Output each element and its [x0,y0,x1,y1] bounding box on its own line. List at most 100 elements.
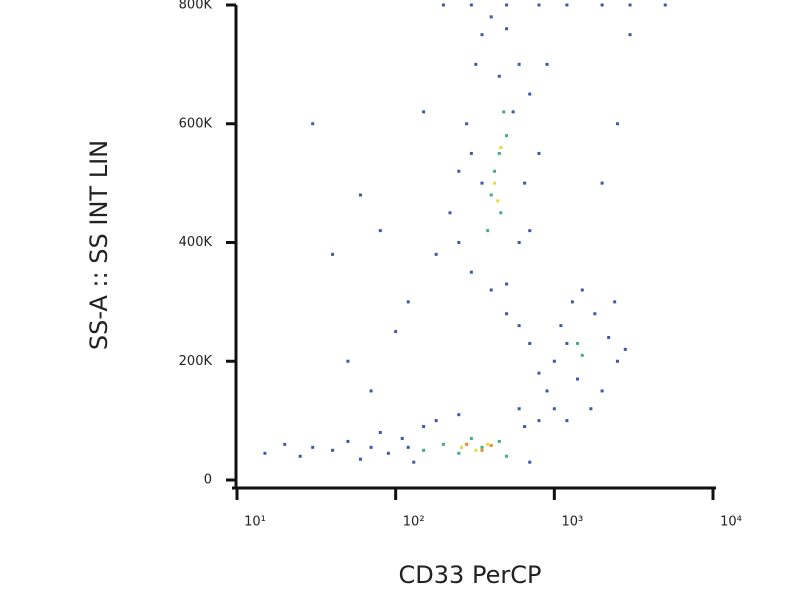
point [412,460,416,464]
point [434,419,438,423]
point [600,3,604,7]
point [537,151,541,155]
point [480,445,484,449]
y-tick-label: 200K [179,354,213,369]
point [441,442,445,446]
point [570,300,574,304]
point [545,389,549,393]
y-axis-label: SS-A :: SS INT LIN [85,140,113,350]
point [489,444,493,448]
point [469,151,473,155]
point [589,407,593,411]
point [552,407,556,411]
point [505,282,509,286]
point [346,359,350,363]
point [502,110,506,114]
point [486,442,490,446]
point [523,181,527,185]
point [505,312,509,316]
point [537,371,541,375]
point [576,341,580,345]
point [499,146,503,149]
point [497,74,501,78]
y-tick-label: 0 [204,473,212,488]
point [469,3,473,7]
point [528,92,532,96]
point [406,445,410,449]
point [613,300,617,304]
point [283,442,287,446]
point [465,122,469,126]
point [623,347,627,351]
point [497,439,501,443]
point [480,448,484,452]
x-tick-label: 10¹ [244,515,266,530]
point [369,445,373,449]
point [457,413,461,417]
point [523,425,527,429]
point [559,324,563,328]
point [517,407,521,411]
point [505,3,509,7]
point [517,241,521,244]
point [400,436,404,440]
point [493,169,497,173]
point [496,199,500,203]
point [378,229,382,233]
point [394,330,398,334]
point [580,288,584,292]
point [406,300,410,304]
point [615,122,619,126]
point [505,27,509,31]
point [489,288,493,292]
point [517,62,521,66]
point [422,448,426,452]
point [505,454,509,458]
point [545,62,549,66]
point [480,181,484,185]
point [457,169,461,173]
point [565,419,569,423]
point [434,252,438,256]
point [422,425,426,429]
point [480,33,484,37]
point [460,445,464,449]
point [331,252,335,256]
point [422,110,426,114]
point [311,122,315,126]
point [528,460,532,464]
point [511,110,515,114]
point [537,419,541,423]
point [486,229,490,233]
point [465,442,469,446]
point [311,445,315,449]
point [528,341,532,345]
y-tick-label: 600K [179,116,213,131]
point [457,451,461,455]
point [607,336,611,339]
point [615,359,619,363]
point [663,3,667,7]
point [386,451,390,455]
point [378,431,382,434]
point [469,436,473,440]
point [441,3,445,7]
point [474,448,478,452]
point [517,324,521,328]
point [600,389,604,393]
point [369,389,373,393]
point [593,312,597,316]
point [298,454,302,458]
x-tick-label: 10⁴ [720,515,742,530]
point [499,211,503,215]
x-tick-label: 10³ [561,515,583,530]
point [263,451,267,455]
point [489,193,493,197]
point [474,62,478,66]
point [528,229,532,233]
point [580,353,584,357]
point [497,151,501,155]
point [457,241,461,244]
x-tick-label: 10² [403,515,425,530]
